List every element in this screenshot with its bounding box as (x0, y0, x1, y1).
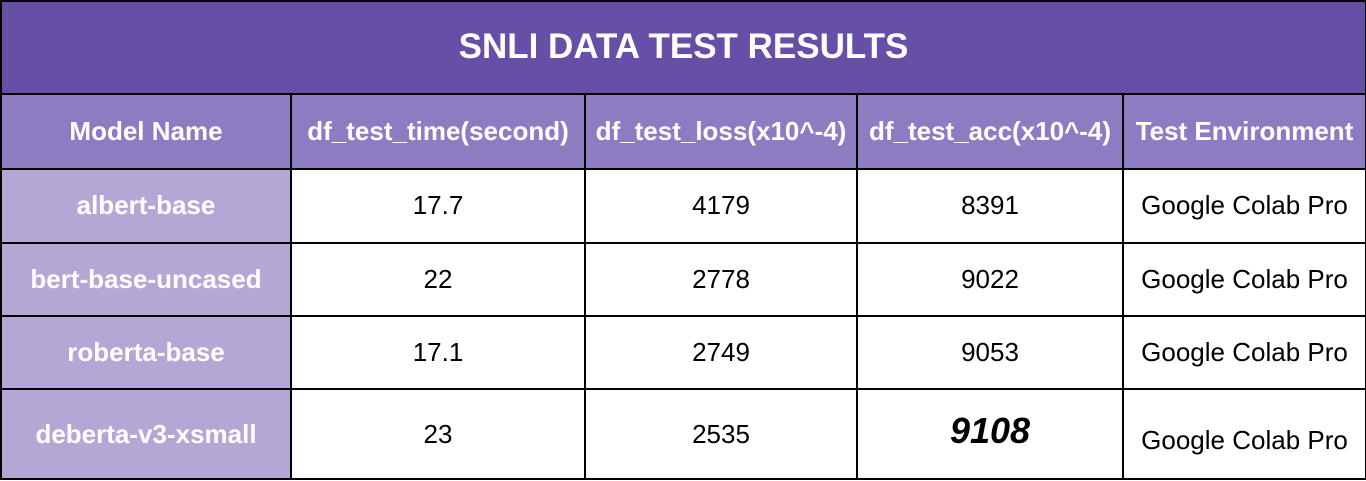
header-test-environment: Test Environment (1121, 92, 1366, 171)
header-test-time: df_test_time(second) (290, 92, 586, 171)
model-name-cell: roberta-base (0, 314, 292, 391)
table-title: SNLI DATA TEST RESULTS (0, 0, 1366, 95)
header-test-loss: df_test_loss(x10^-4) (584, 92, 858, 171)
test-time-cell: 17.1 (290, 314, 586, 391)
test-time-cell: 17.7 (290, 168, 586, 244)
table-row: deberta-v3-xsmall 23 2535 9108 Google Colab … (0, 388, 1366, 480)
test-loss-cell: 2749 (584, 314, 858, 391)
test-acc-cell: 9053 (856, 314, 1124, 391)
test-loss-cell: 2535 (584, 388, 858, 480)
test-time-cell: 22 (290, 241, 586, 317)
test-acc-cell: 9022 (856, 241, 1124, 317)
test-environment-cell: Google Colab Pro (1121, 314, 1366, 391)
test-loss-cell: 4179 (584, 168, 858, 244)
header-test-acc: df_test_acc(x10^-4) (856, 92, 1124, 171)
test-environment-cell: Google Colab Pro (1121, 388, 1366, 480)
test-loss-cell: 2778 (584, 241, 858, 317)
test-acc-cell: 9108 (856, 388, 1124, 480)
model-name-cell: bert-base-uncased (0, 241, 292, 317)
header-model-name: Model Name (0, 92, 292, 171)
test-time-cell: 23 (290, 388, 586, 480)
table-row: bert-base-uncased 22 2778 9022 Google Colab … (0, 241, 1366, 317)
model-name-cell: deberta-v3-xsmall (0, 388, 292, 480)
header-row: Model Name df_test_time(second) df_test_… (0, 92, 1366, 171)
model-name-cell: albert-base (0, 168, 292, 244)
test-acc-cell: 8391 (856, 168, 1124, 244)
table-row: roberta-base 17.1 2749 9053 Google Colab Pro (0, 314, 1366, 391)
test-environment-cell: Google Colab Pro (1121, 241, 1366, 317)
test-environment-cell: Google Colab Pro (1121, 168, 1366, 244)
table-row: albert-base 17.7 4179 8391 Google Colab Pro (0, 168, 1366, 244)
